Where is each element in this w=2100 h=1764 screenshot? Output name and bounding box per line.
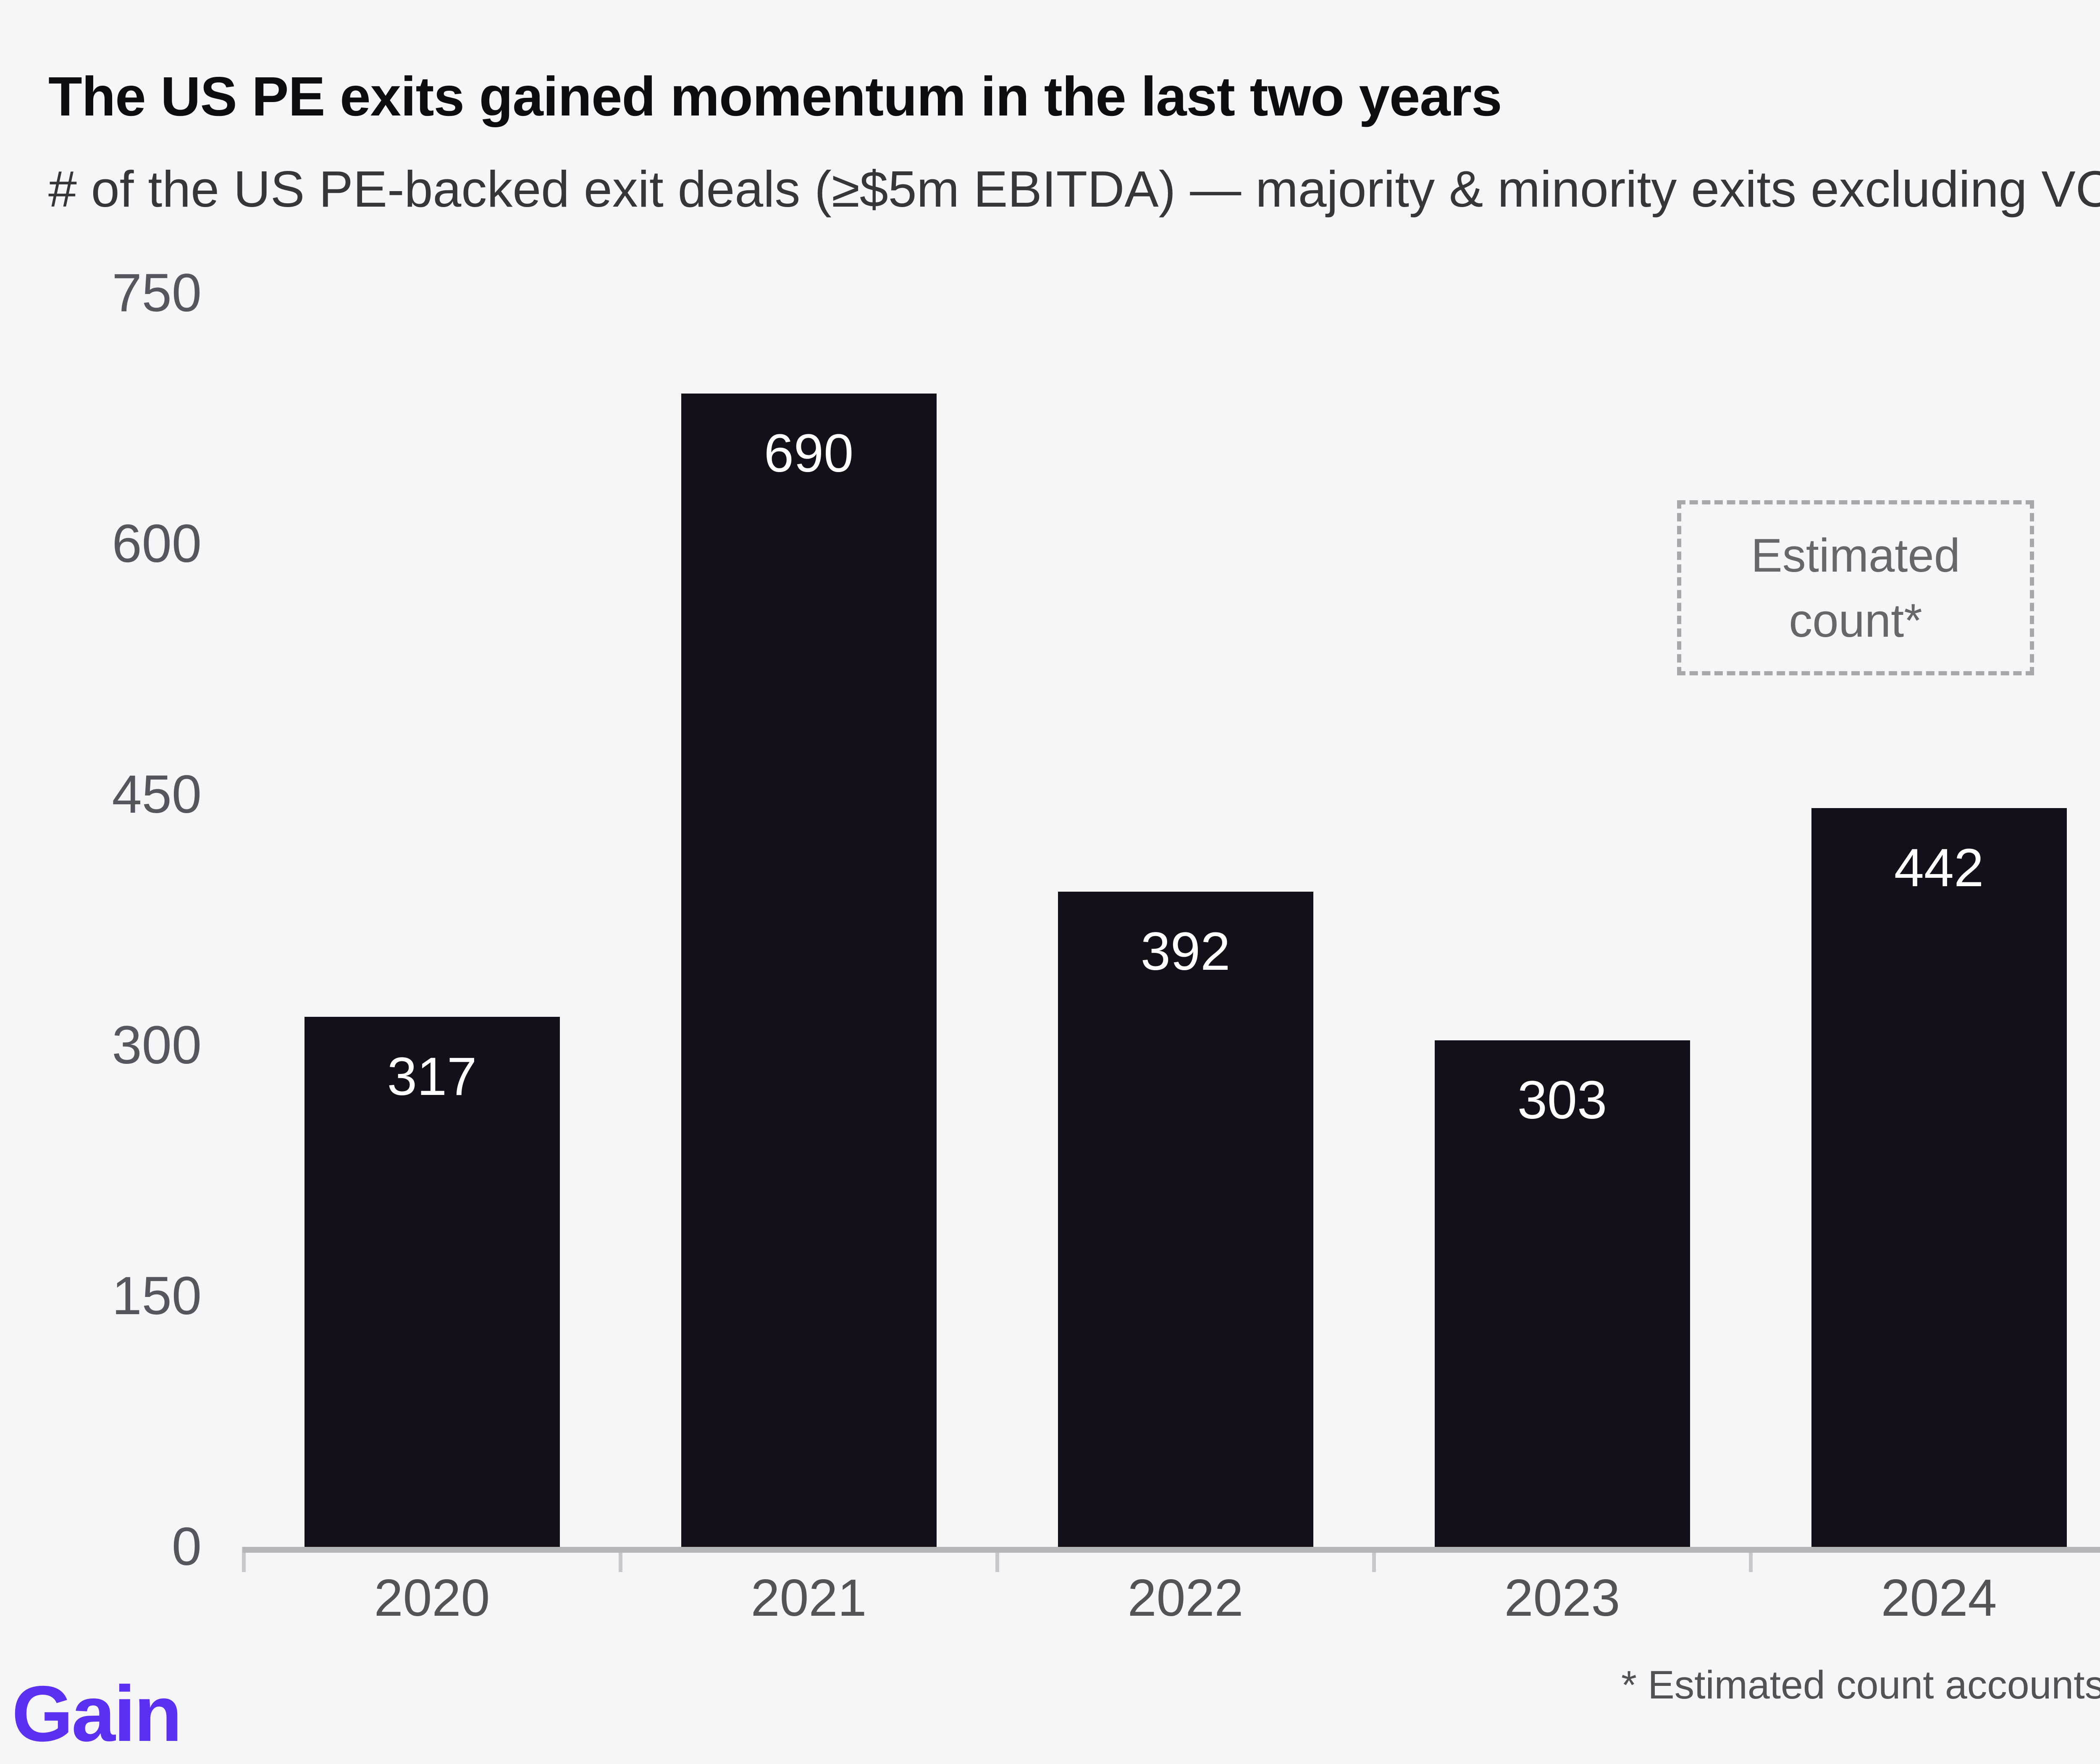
estimated-legend-label-line2: count* (1789, 594, 1922, 647)
x-axis-category-label: 2023 (1504, 1569, 1620, 1627)
chart-footnote: * Estimated count accounts for reporting… (1621, 1660, 2100, 1716)
y-axis-tick-label: 600 (112, 514, 202, 574)
x-axis-category-label: 2020 (374, 1569, 490, 1627)
bar-value-label: 690 (764, 423, 854, 483)
chart-subtitle: # of the US PE-backed exit deals (≥$5m E… (48, 160, 2100, 218)
bar-2022 (1058, 891, 1313, 1547)
chart-title: The US PE exits gained momentum in the l… (48, 66, 1502, 127)
x-axis-category-label: 2022 (1127, 1569, 1244, 1627)
x-axis-tick (242, 1547, 246, 1572)
bar-2023 (1434, 1040, 1690, 1547)
y-axis-tick-label: 150 (112, 1266, 202, 1326)
bar-2020 (304, 1017, 560, 1547)
x-axis-category-label: 2021 (751, 1569, 867, 1627)
bar-value-label: 303 (1517, 1070, 1607, 1131)
x-axis-tick (619, 1547, 622, 1572)
gain-logo: Gain (12, 1670, 182, 1758)
bar-value-label: 392 (1140, 921, 1231, 982)
x-axis-line (243, 1547, 2100, 1553)
bar-value-label: 442 (1894, 837, 1984, 898)
y-axis-tick-label: 0 (171, 1517, 202, 1577)
bar-value-label: 317 (387, 1047, 477, 1107)
bar-2024 (1811, 808, 2067, 1547)
x-axis-tick (1372, 1547, 1376, 1572)
bar-2021 (681, 393, 937, 1547)
x-axis-category-label: 2024 (1881, 1569, 1997, 1627)
y-axis-tick-label: 300 (112, 1015, 202, 1075)
y-axis-tick-label: 750 (112, 263, 202, 323)
y-axis-tick-label: 450 (112, 764, 202, 824)
x-axis-tick (1749, 1547, 1753, 1572)
estimated-legend-label-line1: Estimated (1751, 529, 1960, 582)
footnote-text: * Estimated count accounts for reporting… (1621, 1663, 2100, 1707)
x-axis-tick (995, 1547, 999, 1572)
estimated-count-legend: Estimated count* (1677, 500, 2034, 675)
